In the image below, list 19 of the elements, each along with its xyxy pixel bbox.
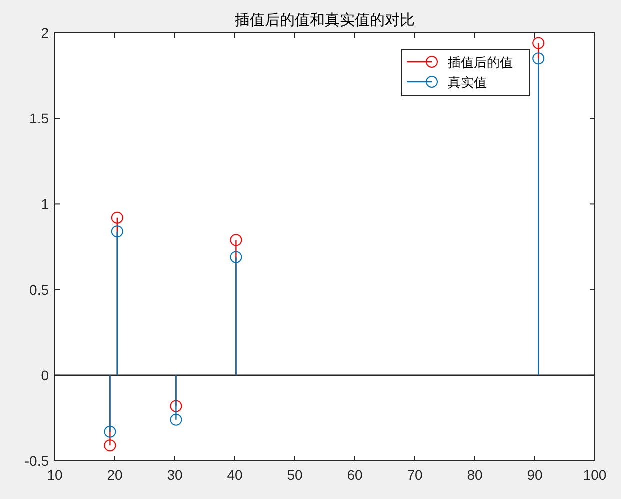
chart-title: 插值后的值和真实值的对比 [235,12,415,29]
x-tick-label: 90 [527,467,543,483]
x-tick-label: 50 [287,467,303,483]
x-tick-label: 40 [227,467,243,483]
x-tick-label: 60 [347,467,363,483]
x-tick-label: 80 [467,467,483,483]
y-tick-label: 2 [41,25,50,41]
x-tick-label: 100 [583,467,607,483]
y-tick-label: 1.5 [30,110,50,127]
y-tick-label: -0.5 [24,453,50,469]
y-tick-label: 0.5 [30,282,50,298]
x-tick-label: 30 [167,467,183,483]
legend-label: 插值后的值 [448,55,513,70]
y-tick-label: 1 [41,196,50,212]
x-tick-label: 10 [47,467,63,483]
y-tick-label: 0 [41,367,50,384]
x-tick-label: 20 [107,467,123,483]
x-tick-label: 70 [407,467,423,483]
legend-label: 真实值 [448,75,487,90]
